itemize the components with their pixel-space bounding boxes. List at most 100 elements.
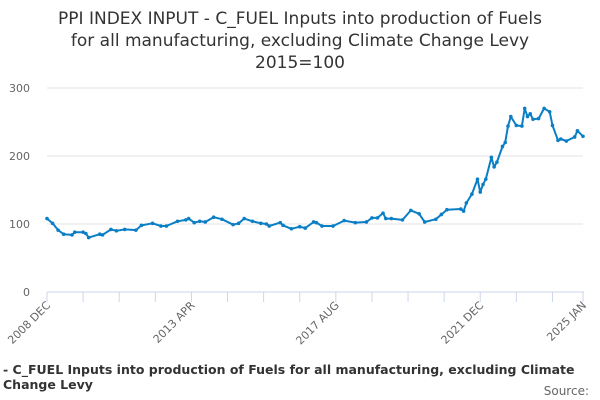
data-point: [353, 220, 358, 225]
data-point: [575, 129, 580, 133]
data-point: [314, 220, 319, 225]
data-point: [331, 224, 335, 228]
data-point: [122, 227, 127, 232]
data-point: [384, 216, 388, 221]
data-point: [72, 230, 77, 234]
data-point: [483, 177, 488, 181]
data-point: [109, 227, 113, 232]
data-point: [70, 233, 74, 237]
series-line: [46, 107, 584, 239]
data-point: [114, 229, 119, 233]
data-point: [231, 222, 235, 227]
data-point: [303, 226, 308, 230]
y-tick-label: 0: [23, 286, 30, 299]
data-point: [389, 216, 394, 221]
data-point: [409, 208, 413, 213]
data-point: [558, 137, 563, 141]
data-point: [503, 140, 508, 145]
data-point: [508, 114, 513, 119]
data-point: [556, 138, 560, 143]
data-point: [81, 230, 85, 234]
data-point: [489, 155, 494, 160]
y-tick-label: 300: [9, 82, 30, 95]
data-point: [311, 220, 316, 224]
data-point: [564, 139, 569, 143]
data-point: [475, 177, 480, 181]
data-point: [56, 228, 60, 232]
data-point: [364, 220, 369, 224]
data-point: [97, 232, 102, 236]
data-point: [86, 235, 91, 240]
data-point: [186, 216, 191, 221]
data-point: [211, 215, 216, 219]
x-tick-label: 2017 AUG: [293, 299, 342, 348]
x-tick-label: 2008 DEC: [5, 299, 53, 347]
data-point: [581, 134, 585, 139]
data-point: [242, 216, 246, 221]
data-point: [159, 224, 163, 228]
data-point: [439, 212, 444, 217]
data-point: [464, 201, 469, 205]
data-point: [492, 165, 496, 169]
data-point: [445, 207, 449, 212]
data-point: [236, 221, 241, 226]
line-chart: 0 100 200 300 2008 DEC 2013 APR 2017 AUG 2021 D…: [5, 82, 589, 348]
y-tick-label: 200: [9, 150, 30, 163]
data-point: [184, 218, 188, 222]
data-point: [547, 110, 552, 114]
data-point: [84, 231, 88, 236]
x-tick-label: 2013 APR: [151, 299, 198, 346]
source-label: Source:: [543, 384, 589, 398]
legend-item[interactable]: - C_FUEL Inputs into production of Fuels…: [3, 362, 575, 392]
data-point: [495, 160, 499, 164]
data-point: [506, 124, 510, 128]
data-point: [50, 221, 55, 226]
data-point: [164, 224, 169, 228]
data-point: [500, 144, 505, 149]
data-point: [289, 226, 294, 231]
data-point: [175, 219, 180, 224]
data-point: [61, 232, 66, 236]
data-point: [514, 123, 519, 128]
chart-title-line-3: 2015=100: [255, 53, 345, 73]
data-point: [381, 211, 385, 215]
data-point: [45, 216, 49, 221]
data-point: [528, 112, 533, 116]
chart-title-line-2: for all manufacturing, excluding Climate…: [70, 31, 530, 51]
data-point: [197, 219, 202, 224]
data-point: [134, 228, 138, 232]
data-point: [478, 190, 483, 194]
data-point: [259, 221, 263, 226]
chart-title-line-1: PPI INDEX INPUT - C_FUEL Inputs into pro…: [58, 9, 542, 29]
data-point: [461, 209, 466, 213]
data-point: [525, 114, 530, 119]
data-point: [531, 117, 535, 122]
data-point: [550, 123, 555, 128]
data-point: [370, 216, 374, 220]
data-point: [536, 116, 541, 121]
data-point: [342, 218, 346, 223]
data-point: [417, 212, 421, 216]
data-point: [520, 124, 524, 128]
data-point: [100, 233, 105, 237]
data-point: [320, 224, 324, 228]
data-point: [375, 216, 380, 220]
data-point: [542, 106, 546, 111]
data-point: [192, 220, 196, 225]
data-point: [422, 220, 427, 224]
data-point: [267, 224, 271, 228]
y-tick-label: 100: [9, 218, 30, 231]
data-point: [278, 220, 283, 225]
data-point: [400, 218, 405, 222]
data-point: [250, 219, 255, 224]
data-point: [264, 222, 269, 226]
data-point: [470, 192, 474, 196]
data-point: [297, 224, 302, 229]
data-point: [522, 106, 527, 111]
data-point: [220, 217, 224, 222]
data-point: [150, 221, 155, 226]
data-point: [281, 223, 285, 228]
x-tick-label: 2025 JAN: [544, 299, 589, 344]
data-point: [139, 223, 144, 228]
data-point: [203, 220, 208, 224]
